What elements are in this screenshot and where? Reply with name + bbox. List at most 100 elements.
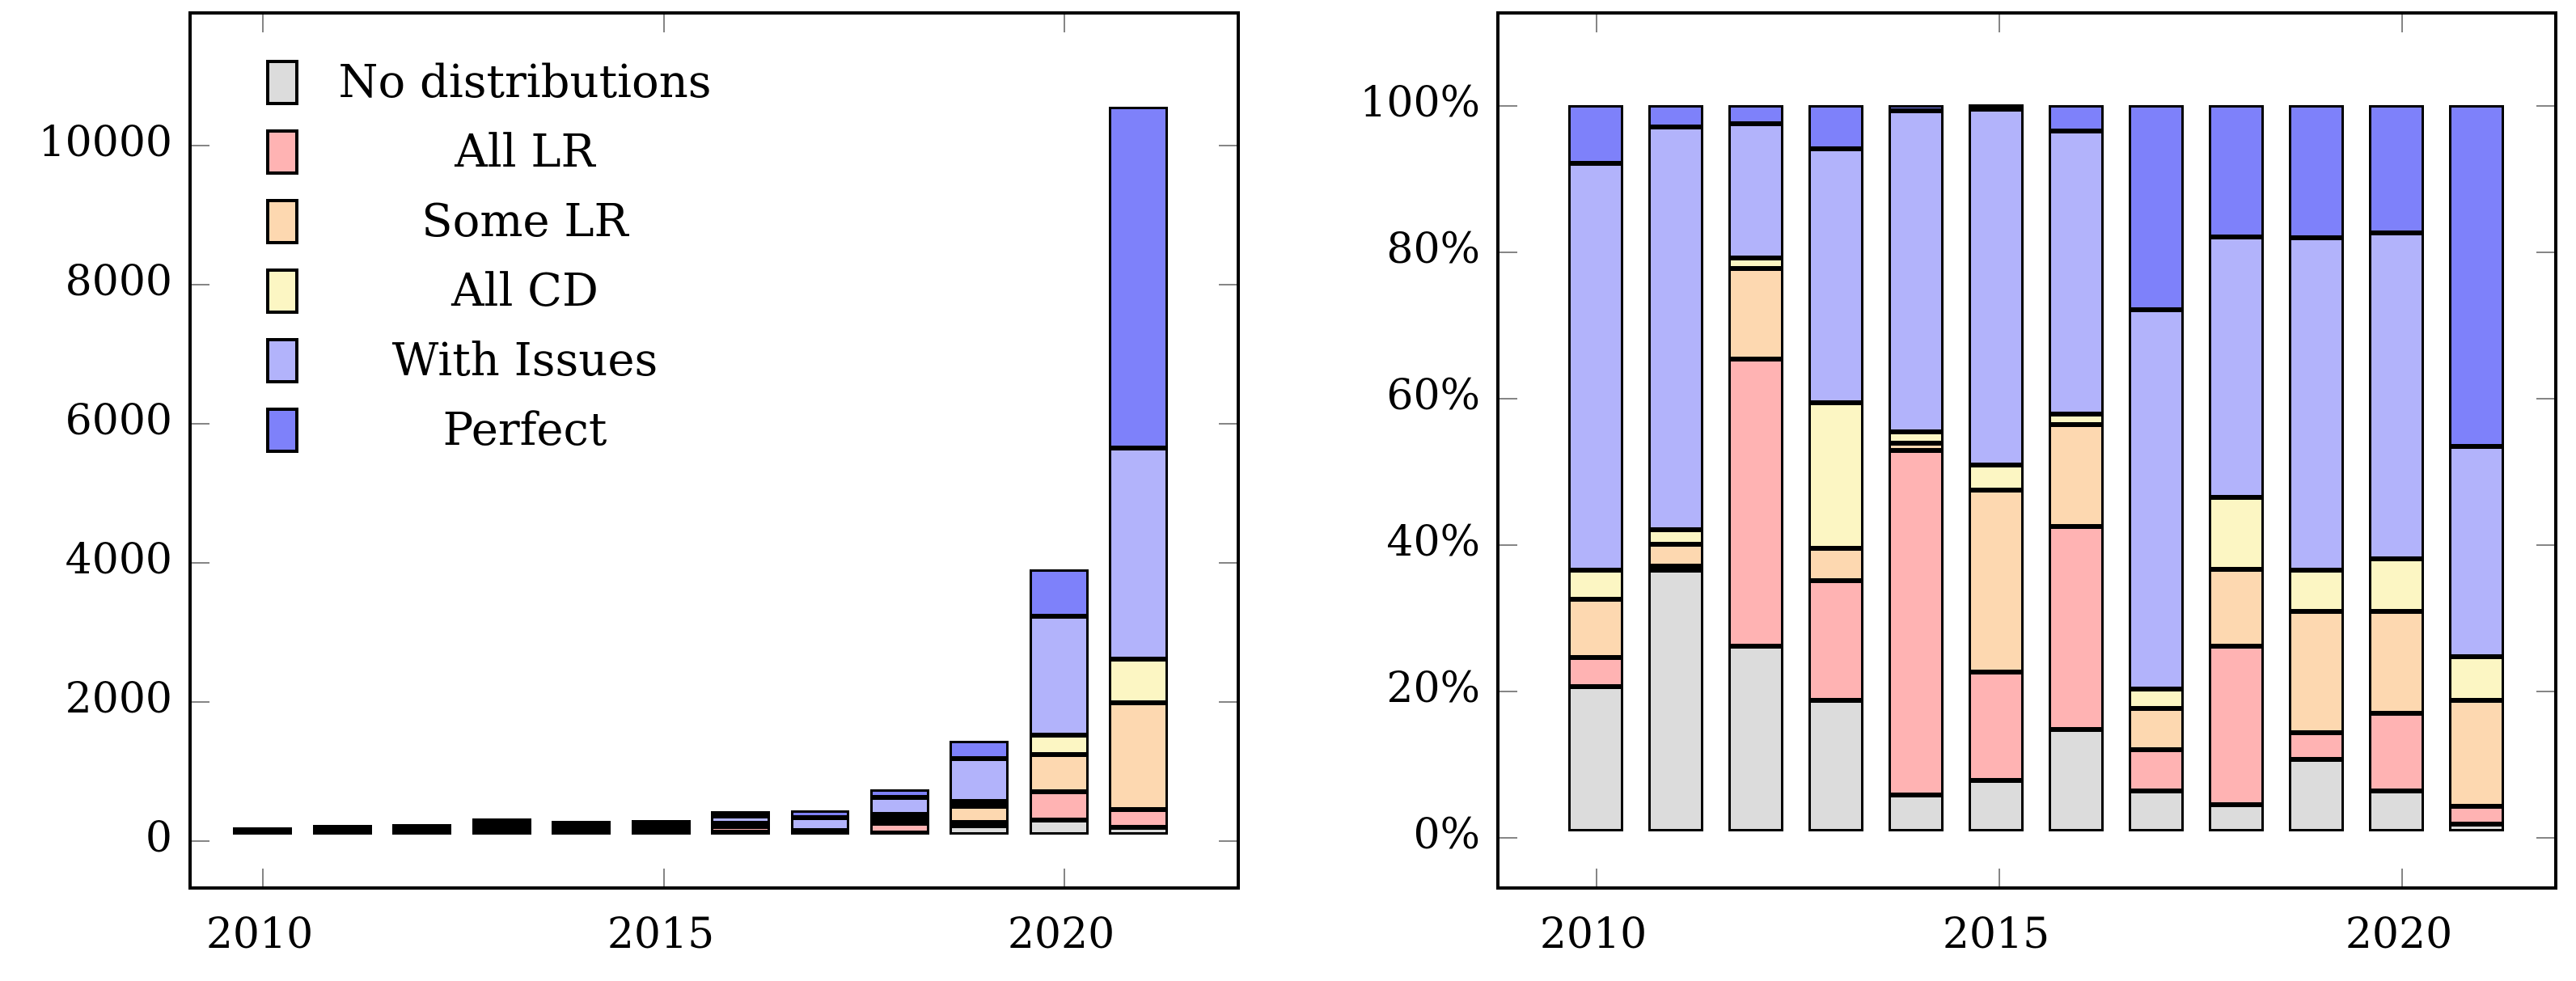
bar-segment-perfect-2016 [711,810,771,816]
bar-segment-no-distributions-2015 [1969,780,2024,832]
bar-segment-with-issues-2019 [2289,238,2344,570]
bar-segment-all-lr-2018 [2209,646,2264,805]
x-axis-tick-mark [2401,869,2403,886]
x-axis-tick-mark [262,15,264,32]
all-lr-swatch-icon [266,129,298,175]
bar-segment-perfect-2011 [312,825,372,831]
bar-segment-with-issues-2013 [1808,149,1864,404]
x-axis-tick-label: 2010 [1539,910,1648,958]
bar-segment-perfect-2013 [1808,105,1864,149]
y-axis-tick-mark [1219,423,1237,425]
bar-segment-no-distributions-2011 [1648,569,1704,832]
bar-segment-perfect-2020 [2369,105,2424,234]
bar-segment-all-lr-2018 [869,823,929,834]
bar-segment-no-distributions-2019 [950,825,1009,835]
bar-segment-perfect-2018 [2209,105,2264,237]
y-axis-tick-mark [1499,105,1517,107]
bar-segment-all-cd-2011 [1648,530,1704,545]
bar-segment-some-lr-2010 [1568,598,1624,658]
bar-segment-perfect-2020 [1029,569,1089,616]
bar-segment-all-cd-2021 [1109,659,1169,704]
bar-segment-with-issues-2015 [1969,108,2024,465]
bar-segment-some-lr-2018 [2209,569,2264,647]
bar-segment-perfect-2015 [631,819,691,825]
bar-segment-perfect-2014 [1889,105,1944,112]
bar-segment-all-lr-2013 [1808,581,1864,701]
bar-segment-all-cd-2019 [2289,569,2344,611]
bar-segment-perfect-2017 [790,810,850,818]
bar-segment-with-issues-2011 [1648,127,1704,531]
bar-segment-with-issues-2018 [869,797,929,814]
bar-segment-all-cd-2021 [2449,656,2504,700]
bar-segment-no-distributions-2012 [1728,646,1784,832]
y-axis-tick-mark [192,284,209,285]
y-axis-tick-label: 4000 [65,535,172,584]
legend-item-some-lr: Some LR [266,196,751,247]
y-axis-tick-mark [2536,691,2554,692]
x-axis-tick-label: 2015 [607,910,715,958]
y-axis-tick-mark [1499,398,1517,400]
bar-segment-perfect-2018 [869,789,929,798]
bar-segment-with-issues-2021 [1109,448,1169,660]
y-axis-tick-mark [2536,544,2554,546]
bar-segment-all-lr-2021 [2449,806,2504,825]
legend-item-no-distributions: No distributions [266,57,751,108]
bar-segment-with-issues-2020 [1029,615,1089,736]
x-axis-tick-label: 2015 [1942,910,2050,958]
y-axis-tick-label: 2000 [65,674,172,723]
bar-segment-all-cd-2018 [2209,497,2264,569]
bar-segment-some-lr-2020 [1029,754,1089,792]
bar-segment-all-cd-2016 [2049,413,2104,425]
legend-item-all-cd: All CD [266,265,751,317]
bar-segment-some-lr-2015 [1969,490,2024,672]
bar-segment-perfect-2019 [950,741,1009,759]
bar-segment-perfect-2019 [2289,105,2344,239]
no-distributions-swatch-icon [266,60,298,105]
bar-segment-all-cd-2013 [1808,403,1864,548]
y-axis-tick-mark [192,840,209,842]
x-axis-tick-label: 2020 [2345,910,2453,958]
bar-segment-no-distributions-2021 [2449,824,2504,832]
bar-segment-all-cd-2020 [1029,735,1089,755]
bar-segment-some-lr-2021 [1109,703,1169,810]
y-axis-tick-mark [1499,544,1517,546]
all-cd-swatch-icon [266,269,298,314]
bar-segment-all-cd-2010 [1568,569,1624,599]
bar-segment-no-distributions-2010 [1568,686,1624,832]
legend-item-all-lr: All LR [266,126,751,178]
legend-item-label: All LR [455,125,595,178]
bar-segment-some-lr-2020 [2369,611,2424,713]
bar-segment-with-issues-2021 [2449,446,2504,657]
bar-segment-some-lr-2014 [1889,442,1944,450]
right-chart-plot-area [1496,11,2557,890]
x-axis-tick-label: 2010 [205,910,314,958]
bar-segment-all-cd-2018 [869,814,929,819]
bar-segment-with-issues-2017 [2129,310,2185,690]
bar-segment-all-cd-2020 [2369,559,2424,611]
x-axis-tick-mark [1596,15,1597,32]
y-axis-tick-label: 80% [1386,225,1480,273]
y-axis-tick-mark [1499,252,1517,253]
bar-segment-all-lr-2017 [2129,749,2185,791]
legend-item-label: No distributions [338,56,712,108]
bar-segment-all-cd-2014 [1889,432,1944,443]
y-axis-tick-mark [1499,691,1517,692]
y-axis-tick-mark [192,562,209,564]
bar-segment-no-distributions-2018 [2209,804,2264,832]
bar-segment-perfect-2012 [392,823,452,829]
x-axis-tick-label: 2020 [1007,910,1115,958]
bar-segment-some-lr-2019 [2289,611,2344,733]
x-axis-tick-mark [2401,15,2403,32]
legend-item-with-issues: With Issues [266,335,751,387]
bar-segment-all-lr-2020 [2369,712,2424,791]
bar-segment-all-lr-2016 [711,827,771,832]
y-axis-tick-mark [2536,398,2554,400]
some-lr-swatch-icon [266,199,298,244]
bar-segment-no-distributions-2013 [1808,700,1864,832]
bar-segment-no-distributions-2016 [2049,729,2104,832]
bar-segment-perfect-2021 [1109,106,1169,449]
bar-segment-no-distributions-2020 [2369,790,2424,832]
y-axis-tick-label: 0 [145,814,172,862]
y-axis-tick-mark [192,423,209,425]
